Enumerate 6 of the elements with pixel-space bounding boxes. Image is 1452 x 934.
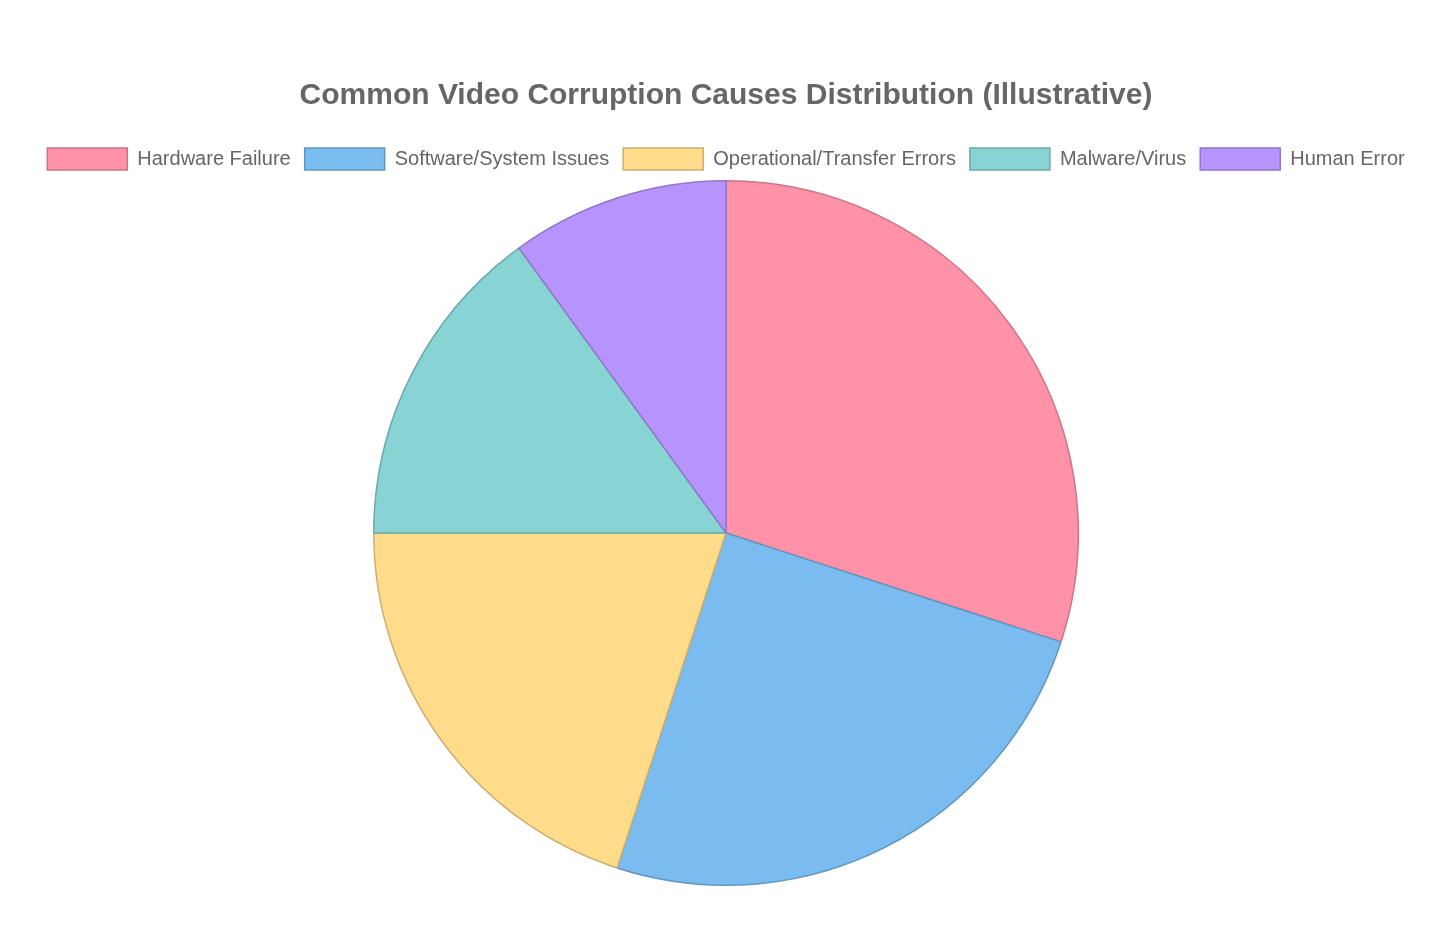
legend-label: Hardware Failure	[137, 146, 291, 169]
legend-label: Software/System Issues	[394, 146, 610, 169]
chart-title: Common Video Corruption Causes Distribution (Illustrative)	[299, 77, 1153, 111]
legend-label: Operational/Transfer Errors	[713, 146, 956, 169]
legend-label: Malware/Virus	[1059, 146, 1187, 169]
legend-label: Human Error	[1290, 146, 1406, 169]
